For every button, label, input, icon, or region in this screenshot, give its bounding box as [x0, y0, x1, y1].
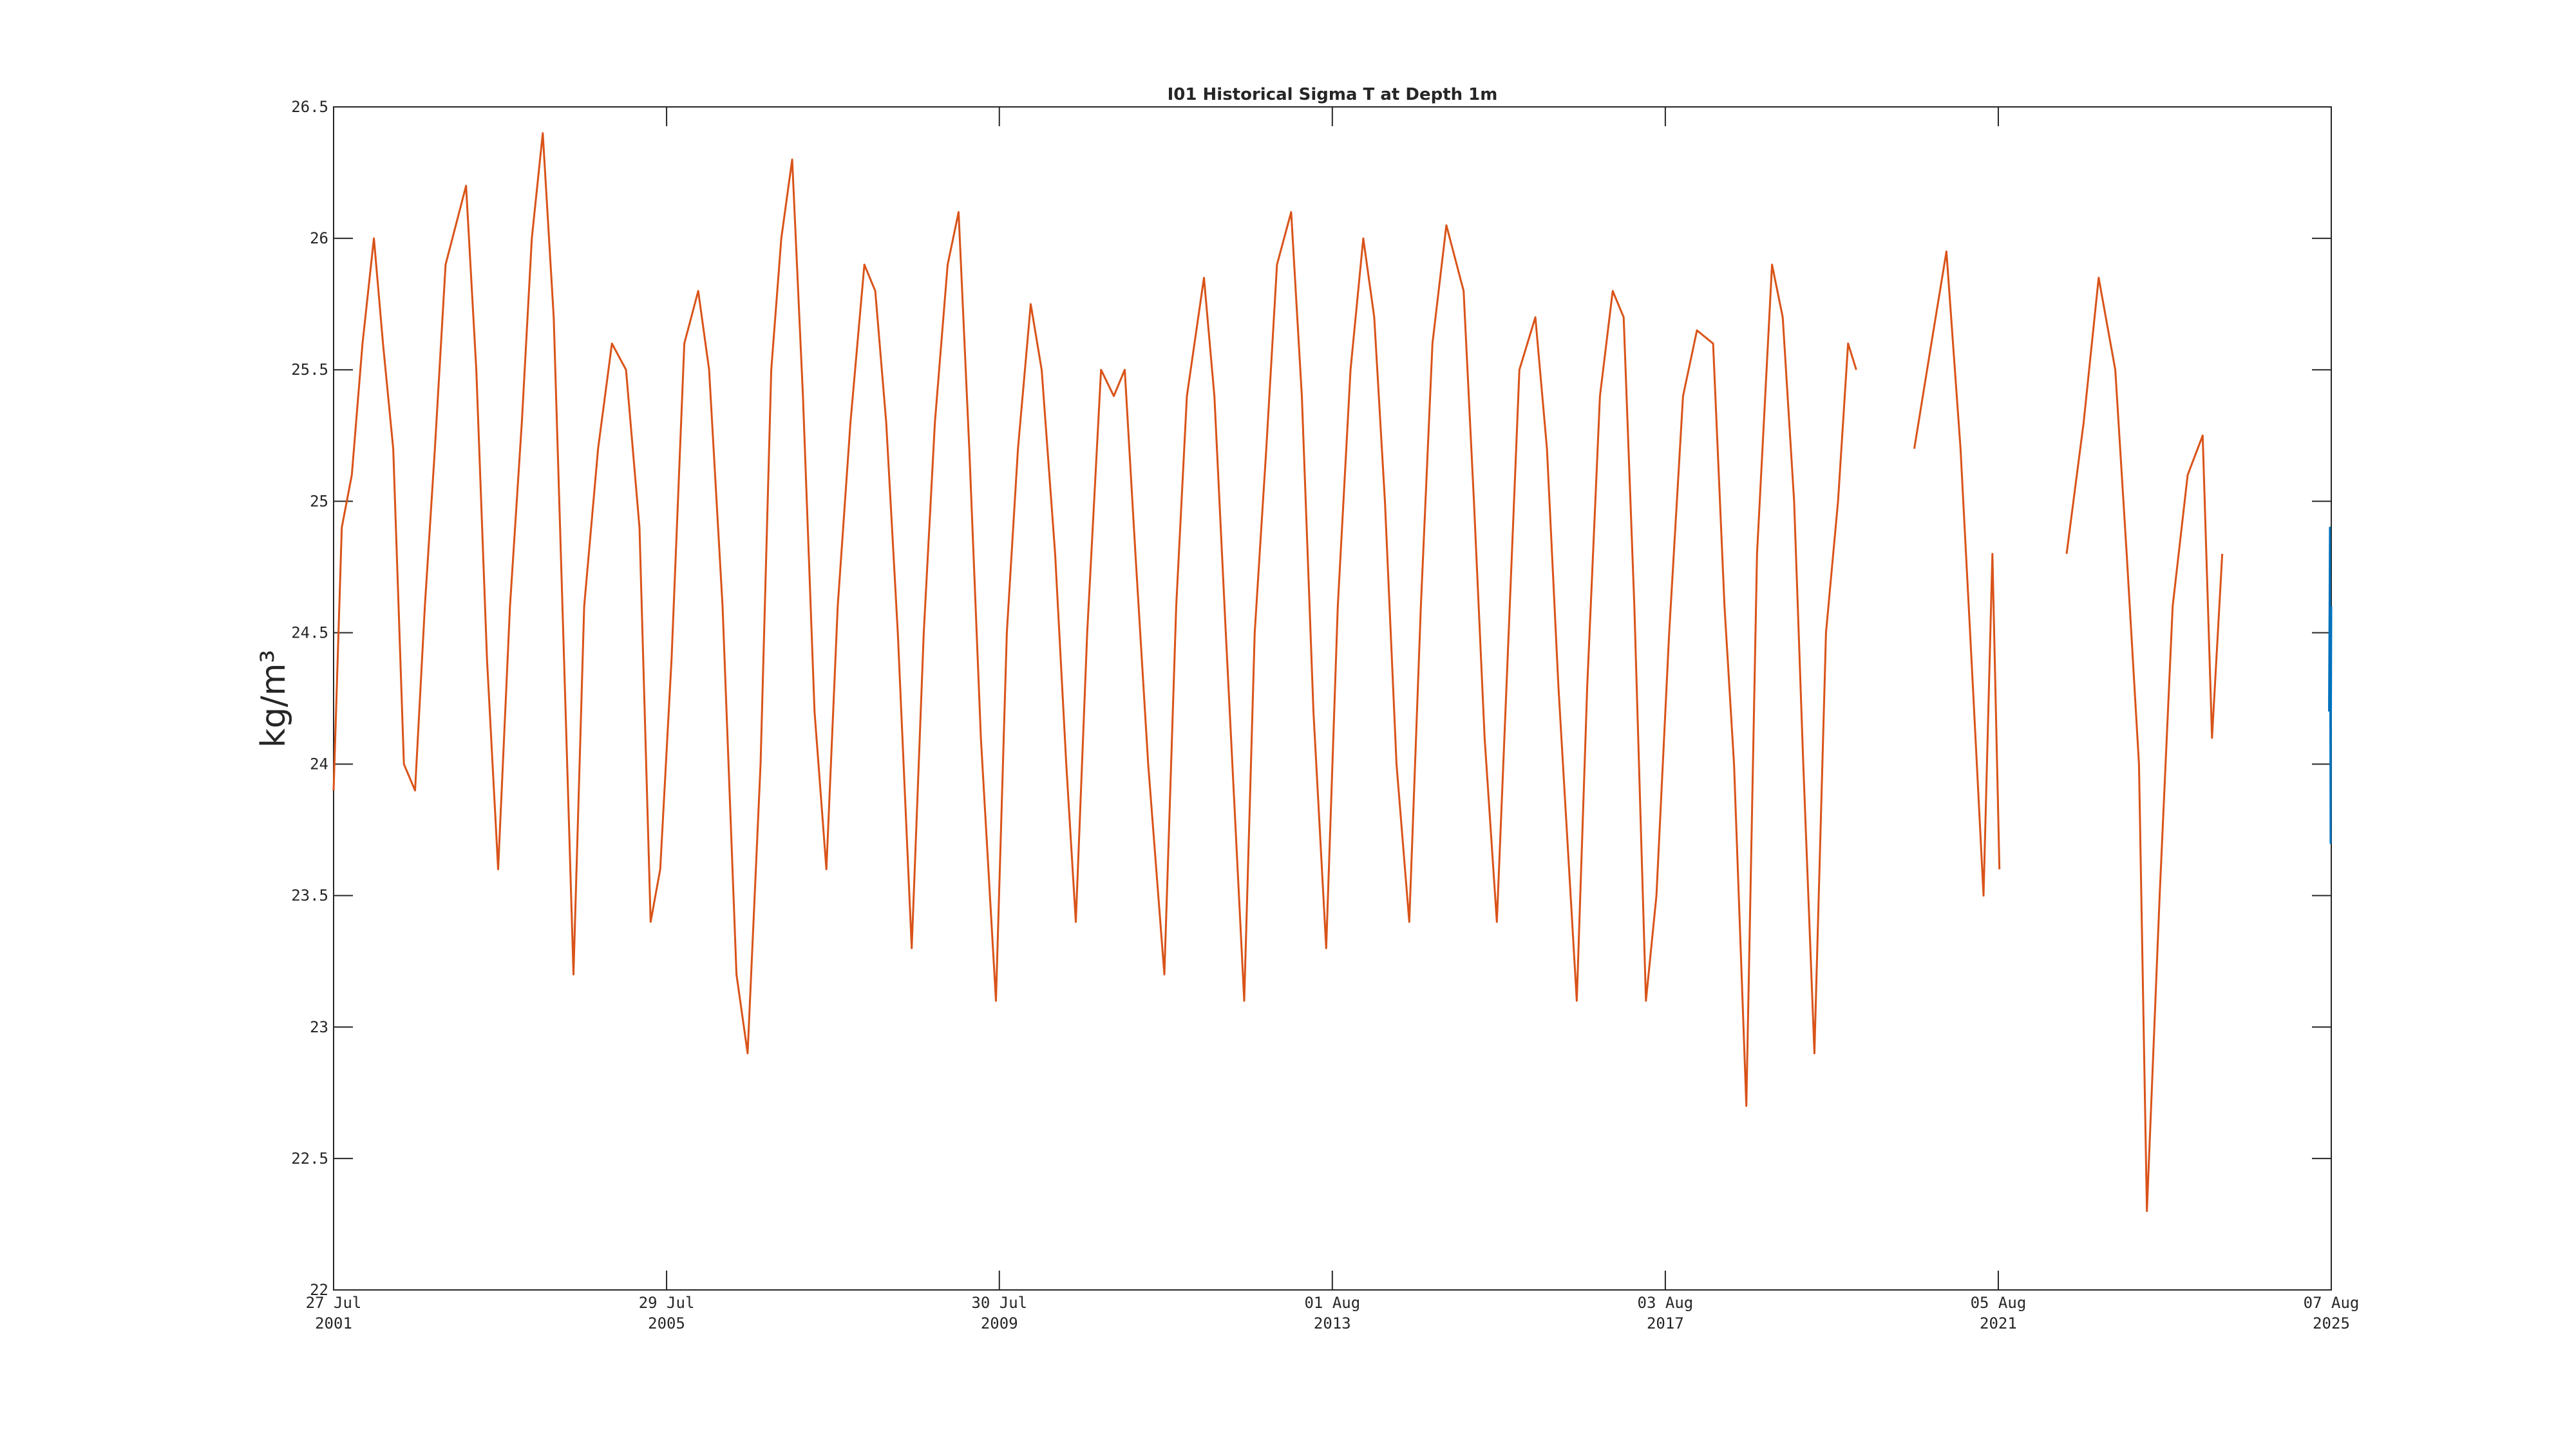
x-tick-label: 07 Aug: [2304, 1294, 2360, 1312]
x-tick-label: 2025: [2313, 1314, 2350, 1332]
y-tick-label: 23.5: [291, 887, 328, 905]
x-tick-label: 2009: [981, 1314, 1018, 1332]
y-tick-label: 24: [310, 755, 328, 773]
y-tick-label: 23: [310, 1018, 328, 1036]
y-tick-label: 22.5: [291, 1150, 328, 1168]
x-tick-label: 27 Jul: [306, 1294, 362, 1312]
x-tick-label: 05 Aug: [1971, 1294, 2027, 1312]
y-tick-label: 25.5: [291, 361, 328, 379]
y-tick-label: 24.5: [291, 623, 328, 641]
x-tick-label: 2013: [1314, 1314, 1351, 1332]
x-tick-label: 03 Aug: [1638, 1294, 1694, 1312]
y-axis-label: kg/m³: [254, 650, 293, 748]
series-line: [2328, 526, 2333, 844]
x-tick-label: 30 Jul: [971, 1294, 1027, 1312]
series-line: [332, 132, 2224, 1212]
y-tick-label: 22: [310, 1281, 328, 1299]
x-tick-label: 2001: [315, 1314, 352, 1332]
x-tick-label: 01 Aug: [1304, 1294, 1360, 1312]
x-tick-label: 2017: [1647, 1314, 1684, 1332]
y-tick-label: 26.5: [291, 98, 328, 116]
y-tick-label: 26: [310, 229, 328, 247]
x-tick-label: 2005: [648, 1314, 685, 1332]
chart-title: I01 Historical Sigma T at Depth 1m: [1168, 85, 1498, 104]
x-tick-label: 29 Jul: [639, 1294, 695, 1312]
y-tick-label: 25: [310, 492, 328, 510]
x-tick-label: 2021: [1980, 1314, 2017, 1332]
